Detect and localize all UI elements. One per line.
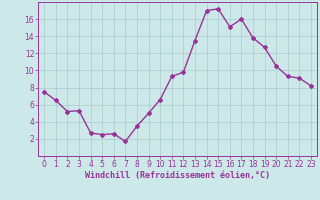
X-axis label: Windchill (Refroidissement éolien,°C): Windchill (Refroidissement éolien,°C) [85, 171, 270, 180]
